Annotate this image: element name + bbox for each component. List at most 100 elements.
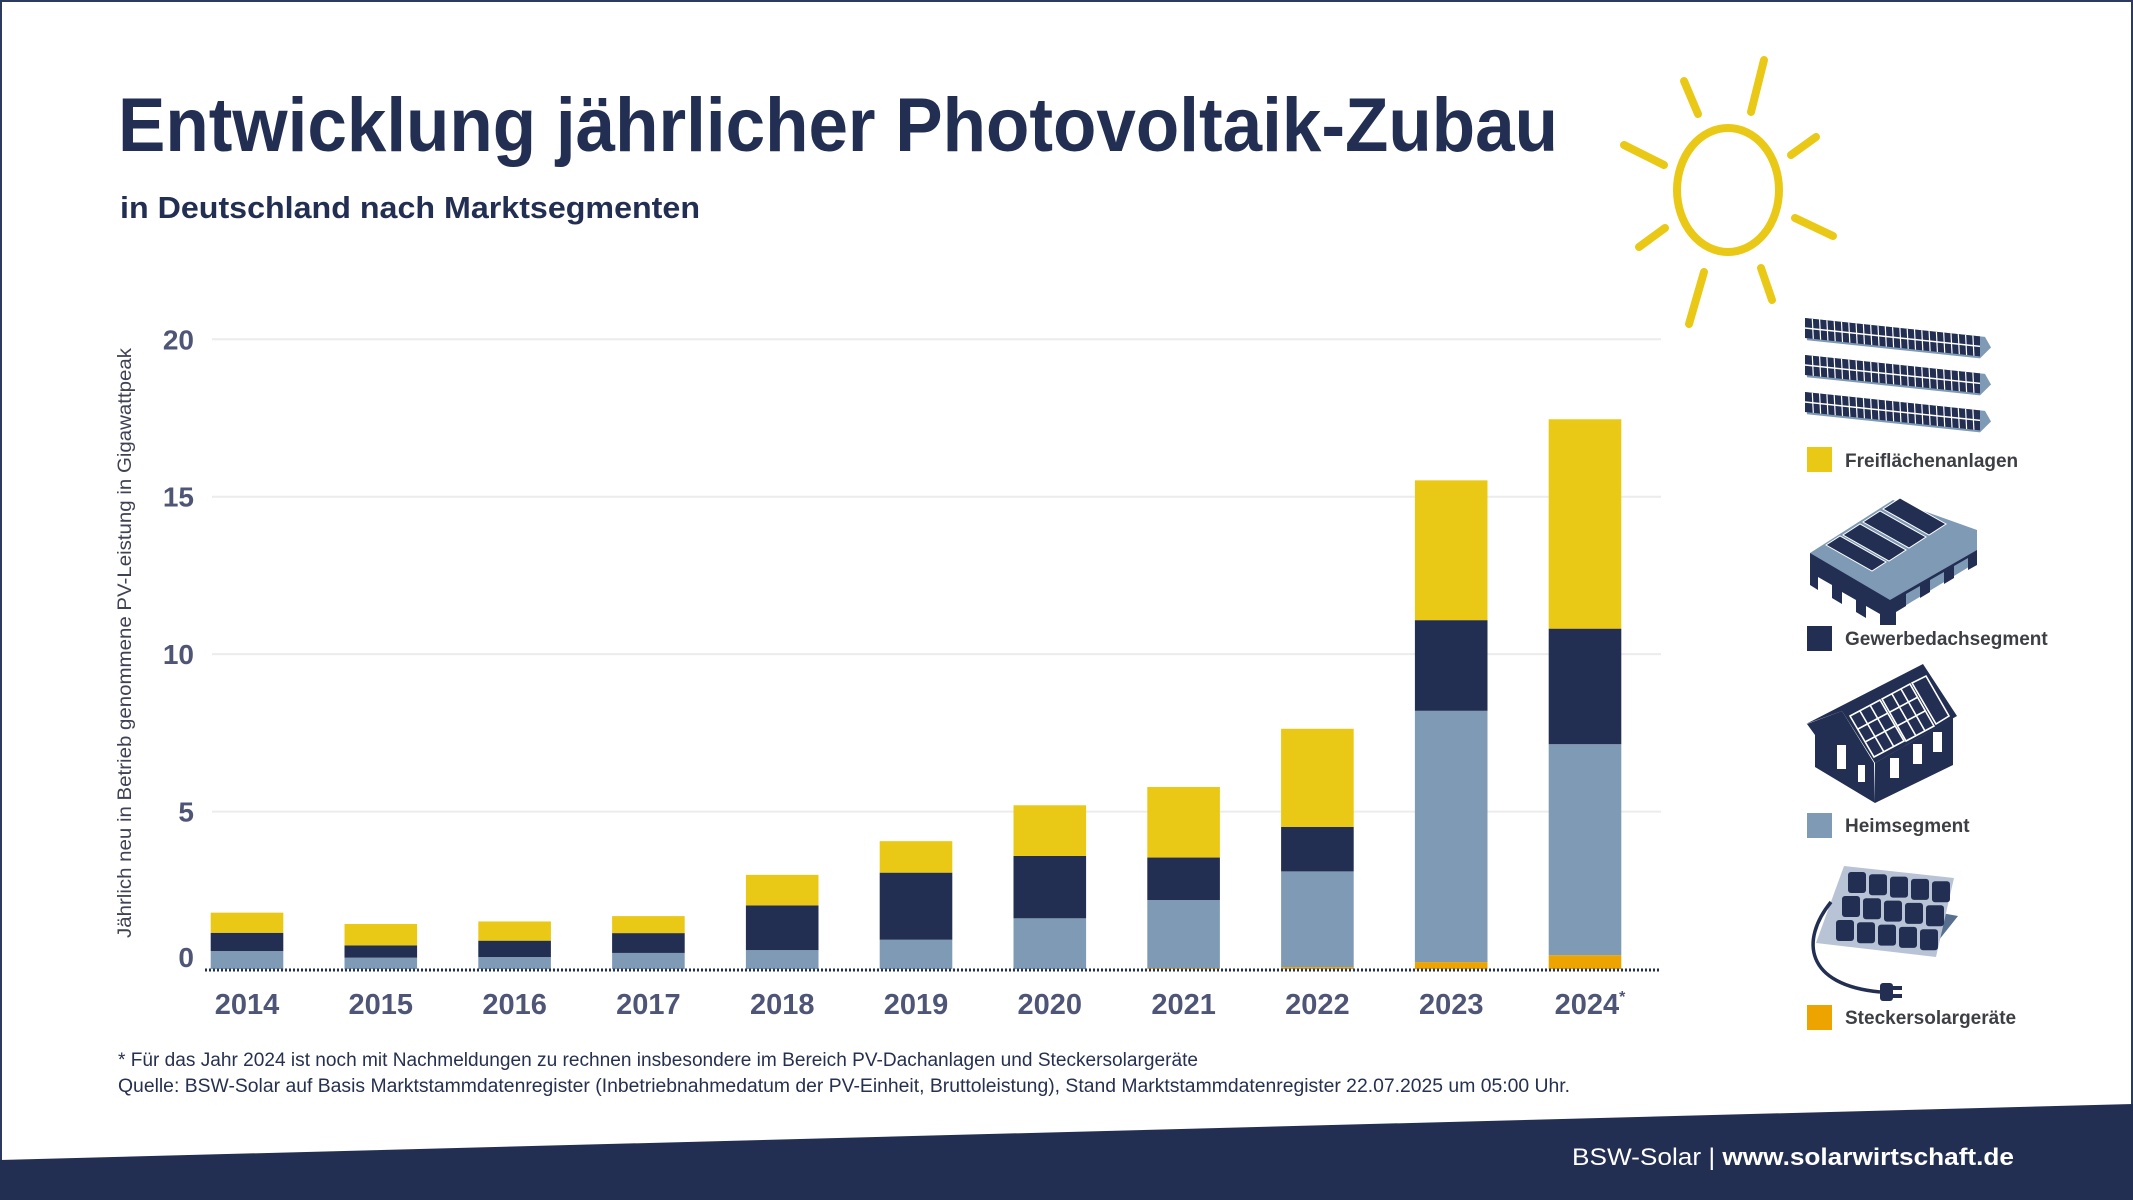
bar-segment	[745, 874, 819, 906]
commercial-roof-solar-icon	[1810, 497, 1977, 625]
sun-icon	[1620, 56, 1837, 328]
bar-segment	[1147, 900, 1220, 969]
x-tick-label: 2017	[616, 989, 681, 1021]
bar-segment	[344, 945, 418, 958]
x-tick-label: 2019	[884, 989, 949, 1021]
bar-segment	[1414, 962, 1488, 969]
bar-segment	[1147, 968, 1220, 969]
y-tick-label: 5	[178, 797, 194, 828]
x-tick-label: 2014	[215, 989, 280, 1021]
bars	[210, 419, 1622, 969]
bar-segment	[745, 905, 819, 951]
bar-segment	[1013, 918, 1087, 969]
page-title: Entwicklung jährlicher Photovoltaik-Zuba…	[118, 83, 1558, 168]
bar-stack	[879, 841, 953, 969]
x-tick-year: 2016	[482, 989, 547, 1021]
legend: Freiflächenanlagen Gewerbedachsegment	[1805, 318, 2048, 1030]
bar-stack	[1013, 805, 1087, 969]
y-tick-label: 10	[163, 639, 194, 670]
bar-stack	[478, 921, 551, 969]
x-tick-label: 2015	[349, 989, 414, 1021]
bar-segment	[210, 912, 284, 933]
bar-segment	[1281, 967, 1354, 969]
bar-segment	[1548, 628, 1622, 745]
bar-segment	[1414, 710, 1488, 963]
bar-stack	[1548, 419, 1622, 969]
plug-in-solar-panel-icon	[1811, 866, 1958, 1001]
x-tick-label: 2020	[1018, 989, 1083, 1021]
x-tick-year: 2014	[215, 989, 280, 1021]
x-tick-label: 2023	[1419, 989, 1484, 1021]
bar-segment	[1414, 480, 1488, 621]
bar-segment	[1281, 728, 1354, 828]
legend-label-freiflaechen: Freiflächenanlagen	[1845, 451, 2018, 472]
x-tick-label: 2021	[1151, 989, 1216, 1021]
bar-segment	[344, 923, 418, 946]
legend-swatch-freiflaechen	[1807, 447, 1832, 472]
x-tick-label: 2024*	[1555, 989, 1627, 1021]
x-tick-year: 2021	[1151, 989, 1216, 1021]
legend-label-heim: Heimsegment	[1845, 816, 1970, 837]
house-solar-roof-icon	[1806, 664, 1957, 803]
bar-segment	[879, 841, 953, 873]
chart-plot-area: 0 5 10 15 20 2014 2015 2016 2017 2018 2019 2020 202…	[163, 324, 1661, 1021]
x-tick-year: 2022	[1285, 989, 1350, 1021]
x-tick-label: 2016	[482, 989, 547, 1021]
legend-swatch-stecker	[1807, 1005, 1832, 1030]
bar-segment	[1548, 955, 1622, 969]
x-tick-labels: 2014 2015 2016 2017 2018 2019 2020 2021 2022 2023…	[215, 989, 1626, 1021]
bar-segment	[1414, 620, 1488, 711]
bar-segment	[612, 952, 685, 969]
bar-stack	[1414, 480, 1488, 969]
bar-stack	[210, 912, 284, 969]
footer-url-link[interactable]: www.solarwirtschaft.de	[1721, 1144, 2014, 1171]
x-tick-year: 2017	[616, 989, 681, 1021]
y-tick-labels: 0 5 10 15 20	[163, 324, 194, 973]
footnote-source: Quelle: BSW-Solar auf Basis Marktstammda…	[118, 1076, 1570, 1097]
footnote-remark: * Für das Jahr 2024 ist noch mit Nachmel…	[118, 1050, 1198, 1071]
x-tick-footnote-mark: *	[1619, 989, 1626, 1006]
bar-segment	[478, 940, 551, 958]
bar-segment	[879, 939, 953, 969]
bar-segment	[478, 957, 551, 969]
bar-segment	[1147, 857, 1220, 901]
bar-segment	[612, 916, 685, 934]
bar-segment	[210, 932, 284, 952]
legend-label-stecker: Steckersolargeräte	[1845, 1008, 2016, 1029]
x-tick-year: 2019	[884, 989, 949, 1021]
bar-segment	[1281, 871, 1354, 968]
x-tick-label: 2018	[750, 989, 815, 1021]
bar-stack	[1147, 787, 1220, 969]
legend-swatch-heim	[1807, 813, 1832, 838]
bar-segment	[879, 872, 953, 940]
legend-label-gewerbe: Gewerbedachsegment	[1845, 629, 2048, 650]
x-tick-year: 2023	[1419, 989, 1484, 1021]
y-tick-label: 20	[163, 324, 194, 355]
bar-segment	[344, 957, 418, 969]
bar-segment	[1013, 805, 1087, 856]
legend-swatch-gewerbe	[1807, 626, 1832, 651]
bar-segment	[1281, 827, 1354, 872]
footer-credit: BSW-Solar | www.solarwirtschaft.de	[1572, 1144, 2014, 1171]
y-axis-title: Jährlich neu in Betrieb genommene PV-Lei…	[115, 347, 136, 938]
bar-segment	[478, 921, 551, 941]
bar-stack	[612, 916, 685, 969]
bar-stack	[745, 874, 819, 969]
footer-separator: |	[1701, 1144, 1722, 1171]
bar-segment	[1548, 744, 1622, 956]
x-tick-year: 2018	[750, 989, 815, 1021]
footer-band	[0, 1104, 2133, 1200]
page-subtitle: in Deutschland nach Marktsegmenten	[120, 190, 700, 225]
bar-segment	[1147, 787, 1220, 858]
ground-mounted-solar-icon	[1805, 318, 1991, 433]
bar-segment	[1548, 419, 1622, 629]
x-tick-year: 2024	[1555, 989, 1620, 1021]
bar-segment	[1013, 855, 1087, 919]
bar-stack	[1281, 728, 1354, 969]
x-tick-year: 2015	[349, 989, 414, 1021]
bar-segment	[745, 950, 819, 969]
x-tick-label: 2022	[1285, 989, 1350, 1021]
bar-segment	[612, 933, 685, 953]
bar-stack	[344, 923, 418, 969]
